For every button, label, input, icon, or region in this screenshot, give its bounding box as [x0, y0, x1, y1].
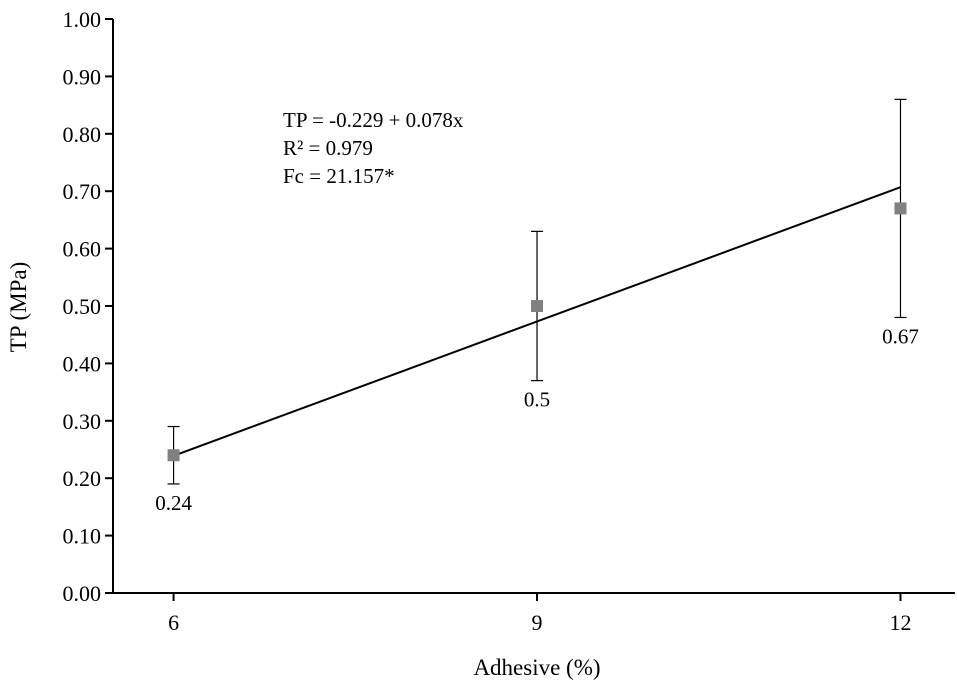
annotation-r-squared: R² = 0.979 [283, 136, 373, 160]
y-tick-label: 0.20 [63, 466, 102, 491]
annotation-fc: Fc = 21.157* [283, 164, 395, 188]
data-point [531, 300, 544, 312]
y-tick-label: 0.00 [63, 581, 102, 606]
x-tick-label: 6 [168, 610, 179, 635]
x-tick-label: 9 [532, 610, 543, 635]
data-label: 0.24 [155, 491, 192, 515]
annotation-equation: TP = -0.229 + 0.078x [283, 108, 464, 132]
regression-annotation: TP = -0.229 + 0.078x R² = 0.979 Fc = 21.… [283, 108, 464, 188]
y-tick-label: 0.50 [63, 294, 102, 319]
y-axis-title: TP (MPa) [6, 262, 31, 353]
y-tick-label: 0.90 [63, 64, 102, 89]
x-tick-label: 12 [889, 610, 911, 635]
plot-area: 0.00 0.10 0.20 0.30 0.40 0.50 0.60 0.70 0.80 0.90… [63, 7, 955, 635]
y-tick-label: 0.60 [63, 237, 102, 262]
data-label: 0.5 [524, 388, 550, 412]
y-tick-label: 0.10 [63, 524, 102, 549]
y-tick-label: 0.30 [63, 409, 102, 434]
data-point [167, 449, 180, 462]
y-tick-label: 0.70 [63, 179, 102, 204]
data-label: 0.67 [882, 324, 919, 348]
y-tick-label: 1.00 [63, 7, 102, 32]
x-axis-title: Adhesive (%) [473, 655, 600, 680]
y-tick-label: 0.40 [63, 351, 102, 376]
data-point [894, 202, 907, 215]
y-tick-label: 0.80 [63, 122, 102, 147]
